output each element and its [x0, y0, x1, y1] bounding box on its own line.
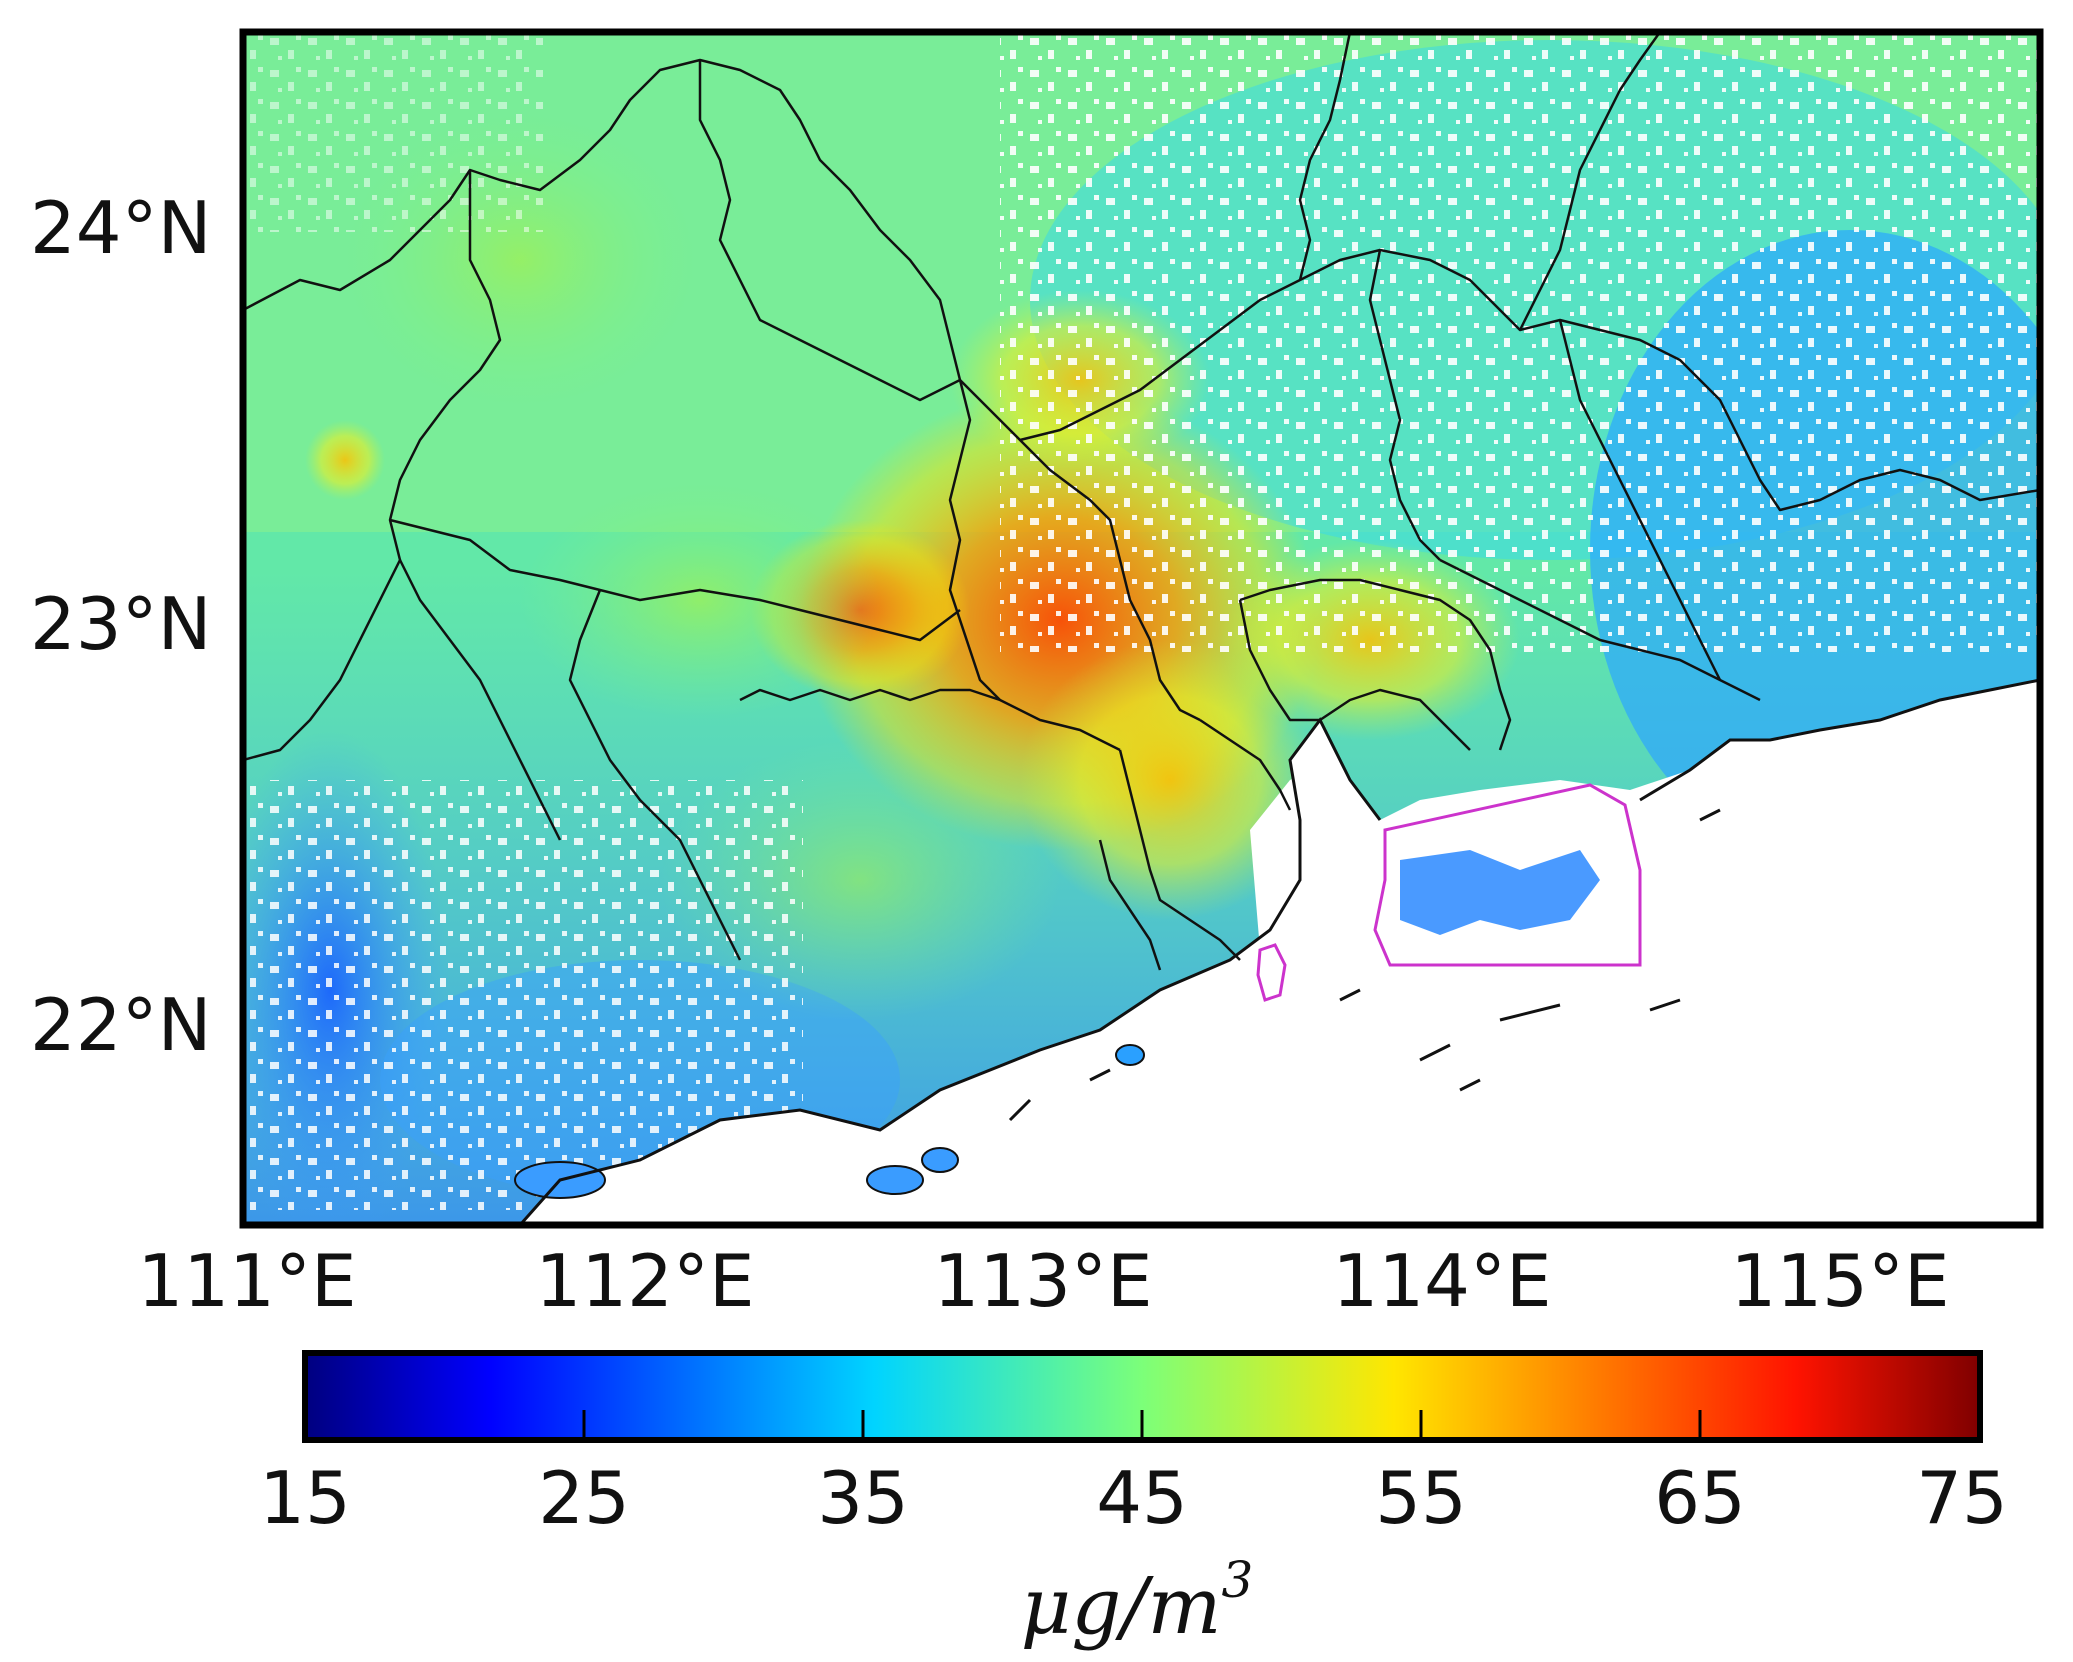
- colorbar-tick-label: 35: [817, 1456, 909, 1540]
- lat-label-22n: 22°N: [30, 983, 212, 1067]
- lon-label-115e: 115°E: [1730, 1239, 1950, 1323]
- colorbar-tick-label: 45: [1096, 1456, 1188, 1540]
- lon-label-113e: 113°E: [933, 1239, 1153, 1323]
- units-exponent: 3: [1221, 1551, 1254, 1609]
- lon-label-111e: 111°E: [137, 1239, 357, 1323]
- lon-label-112e: 112°E: [535, 1239, 755, 1323]
- colorbar-tick-label: 15: [259, 1456, 351, 1540]
- units-base: μg/m: [1020, 1562, 1222, 1652]
- coastline: [518, 678, 2040, 1225]
- map-frame: [239, 28, 2044, 1229]
- map-panel: [243, 32, 2040, 1225]
- colorbar-units-label: μg/m3: [1021, 1555, 1254, 1646]
- admin-boundaries: [243, 32, 2040, 971]
- lat-label-23n: 23°N: [30, 582, 212, 666]
- colorbar-tick-label: 75: [1916, 1456, 2008, 1540]
- macau-boundary: [1256, 943, 1287, 1002]
- lon-label-114e: 114°E: [1332, 1239, 1552, 1323]
- colorbar-tick-label: 65: [1654, 1456, 1746, 1540]
- hong-kong-boundary: [1373, 783, 1642, 967]
- colorbar: [302, 1350, 1983, 1443]
- colorbar-tick-label: 55: [1375, 1456, 1467, 1540]
- lat-label-24n: 24°N: [30, 186, 212, 270]
- colorbar-tick-label: 25: [538, 1456, 630, 1540]
